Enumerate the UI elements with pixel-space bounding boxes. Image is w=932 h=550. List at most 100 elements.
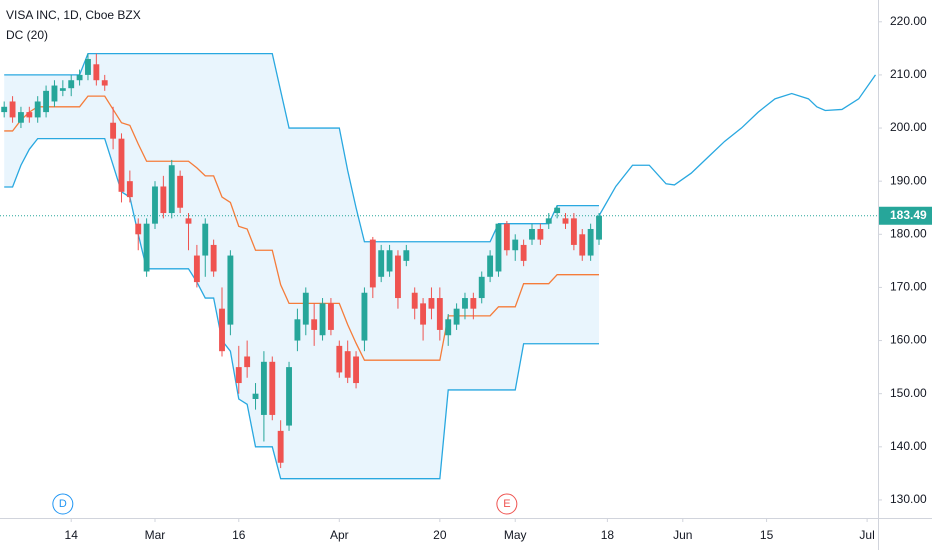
candle-body [445, 319, 452, 336]
candle-body [152, 186, 158, 224]
candle-body [336, 345, 343, 373]
candle-body [327, 303, 334, 330]
candle-body [311, 319, 318, 330]
y-tick-label: 150.00 [890, 386, 927, 400]
candle-body [596, 215, 602, 240]
candle-body [235, 367, 242, 384]
last-price-badge [879, 206, 932, 225]
candle-body [545, 218, 552, 224]
candle-body [143, 223, 150, 272]
candle-body [478, 276, 485, 299]
candle-body [76, 74, 83, 81]
candle-body [554, 207, 561, 214]
candle-body [59, 88, 66, 91]
candle-body [135, 223, 142, 235]
x-tick-label: 14 [65, 528, 79, 542]
candle-body [9, 101, 16, 118]
y-tick-label: 210.00 [890, 67, 927, 81]
candle-body [436, 298, 443, 330]
candle-body [411, 292, 418, 309]
candle-body [537, 228, 544, 240]
y-tick-label: 200.00 [890, 120, 927, 134]
candle-body [353, 356, 359, 384]
x-tick-label: May [504, 528, 527, 542]
candle-body [160, 186, 167, 214]
candle-body [428, 298, 435, 309]
candle-body [51, 85, 58, 102]
y-tick-label: 220.00 [890, 14, 927, 28]
candle-body [34, 101, 41, 118]
candle-body [260, 361, 267, 415]
candle-body [520, 244, 527, 261]
candle-body [110, 122, 117, 139]
x-tick-label: 20 [433, 528, 447, 542]
candle-body [85, 58, 91, 75]
candle-body [570, 218, 577, 245]
candle-body [269, 361, 276, 415]
candle-body [227, 255, 234, 325]
candle-body [219, 308, 225, 352]
candle-body [395, 255, 401, 299]
candle-body [202, 223, 209, 256]
candle-body [587, 228, 594, 256]
candle-body [302, 292, 309, 325]
y-tick-label: 130.00 [890, 492, 927, 506]
x-tick-label: Jul [859, 528, 874, 542]
candle-body [361, 292, 368, 341]
candle-body [344, 351, 351, 378]
candle-body [210, 244, 217, 272]
candle-body [252, 393, 259, 399]
candle-body [277, 430, 284, 463]
candle-body [101, 80, 108, 86]
candle-body [26, 112, 33, 118]
candle-body [286, 367, 292, 426]
candle-body [462, 298, 468, 309]
candle-body [470, 298, 477, 309]
candle-body [177, 175, 184, 208]
candle-body [369, 239, 376, 288]
candle-body [403, 250, 410, 261]
candle-body [512, 239, 519, 251]
channel-middle [4, 95, 600, 361]
indicator-label: DC (20) [6, 28, 48, 42]
event-label: E [503, 498, 510, 510]
y-tick-label: 160.00 [890, 333, 927, 347]
x-tick-label: Jun [673, 528, 692, 542]
candle-body [378, 250, 385, 277]
candle-body [495, 223, 502, 272]
candle-body [579, 234, 586, 256]
y-tick-label: 140.00 [890, 439, 927, 453]
projection-line [598, 74, 877, 217]
x-tick-label: Apr [330, 528, 349, 542]
candle-body [453, 308, 460, 325]
candle-body [386, 250, 393, 272]
candle-body [185, 218, 192, 224]
event-marker [52, 493, 74, 515]
candle-body [68, 80, 75, 89]
event-label: D [59, 498, 67, 510]
candle-body [1, 106, 8, 113]
candle-body [18, 112, 24, 123]
last-price-label: 183.49 [890, 208, 927, 222]
candle-body [193, 255, 200, 283]
candle-body [244, 356, 251, 368]
event-marker [496, 493, 518, 515]
candle-body [126, 181, 133, 198]
candle-body [503, 223, 510, 251]
candle-body [529, 228, 535, 240]
candle-body [168, 165, 175, 214]
candle-body [562, 218, 569, 224]
candle-body [93, 64, 100, 81]
y-tick-label: 170.00 [890, 280, 927, 294]
x-tick-label: 18 [601, 528, 615, 542]
x-tick-label: 16 [232, 528, 246, 542]
candle-body [319, 303, 326, 336]
candle-body [420, 303, 427, 325]
y-tick-label: 180.00 [890, 226, 927, 240]
channel-lower [4, 138, 600, 480]
candle-body [487, 255, 494, 277]
candle-body [43, 90, 50, 113]
chart-title: VISA INC, 1D, Cboe BZX [6, 8, 141, 22]
